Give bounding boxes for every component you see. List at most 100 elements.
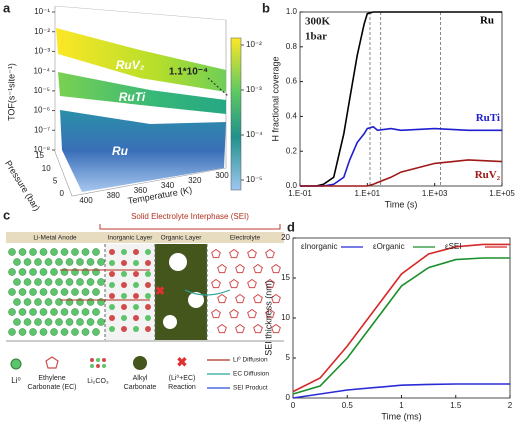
li-atom [81,328,90,336]
y-tick-label: 1.0 [286,7,298,16]
x-tick-label: 340 [161,181,175,190]
li-atom [76,258,84,266]
surface-label: Ru [112,144,129,158]
annotation: 1bar [305,31,327,43]
layer-label: Inorganic Layer [108,235,154,242]
li-atom [34,318,42,326]
x-tick-label: 0 [291,401,296,410]
y-tick-label: 0.8 [286,42,298,51]
li-atom [18,308,27,316]
legend-label: εOrganic [373,242,405,251]
x-tick-label: 400 [79,196,93,205]
li-atom [23,278,32,286]
lattice-atom [133,282,139,288]
x-tick-label: 2 [508,401,513,410]
panel-label: b [262,0,270,15]
legend-label: (Li⁰+EC) [169,374,196,382]
lattice-atom [133,315,139,321]
annotation: 1.1*10⁻⁴ [169,67,208,78]
z-tick-label: 0 [60,189,65,198]
ec-molecule [247,308,257,319]
y-tick-label: 15 [281,273,290,282]
layer-label: Electrolyte [230,235,261,242]
ec-molecule [211,248,221,259]
li-atom [44,278,53,286]
box-edge [54,6,227,197]
ec-molecule [211,278,221,289]
li-atom [18,248,27,256]
box-edge [54,5,227,21]
li-atom [71,328,79,336]
reaction-mark: ✖ [155,284,165,298]
y-axis-label: H fractional coverage [270,56,280,141]
li-atom [8,268,16,276]
lattice-atom [133,249,139,255]
lattice-atom [109,304,115,310]
li-atom [60,268,69,276]
ec-molecule [235,293,245,304]
li-atom [71,308,79,316]
z-tick-label: 10 [42,164,51,173]
legend-label: SEI Product [233,385,268,392]
y-tick-label: 10⁻⁵ [34,86,50,95]
x-tick-label: 360 [134,186,148,195]
li-atom [39,308,48,316]
li-atom [65,258,74,266]
panel-label: c [3,207,10,222]
legend-label: Ethylene [38,375,65,382]
legend-li2co3 [102,364,106,368]
lattice-atom [145,282,151,288]
li-atom [92,308,100,316]
lattice-atom [145,304,151,310]
x-tick-label: 300 [215,171,229,180]
li-atom [29,308,37,316]
li-atom [86,278,95,286]
ec-molecule [253,323,263,334]
legend-li [10,358,22,370]
li-atom [76,298,84,306]
li-atom [76,318,84,326]
li-atom [81,308,90,316]
li-atom [50,268,58,276]
li-atom [44,318,53,326]
y-tick-label: 10⁻⁸ [34,145,51,154]
li-atom [81,288,90,296]
li-atom [39,328,48,336]
lattice-atom [109,315,115,321]
li-atom [50,328,58,336]
li-atom [34,258,42,266]
y-tick-label: 10⁻² [34,27,50,36]
li-atom [86,298,95,306]
x-tick-label: 1.E-01 [288,189,312,198]
li-atom [39,248,48,256]
ec-molecule [229,308,239,319]
li-atom [97,258,105,266]
li-atom [65,278,74,286]
y-tick-label: 10 [281,313,290,322]
y-tick-label: 0.4 [286,112,298,121]
ec-molecule [253,263,263,274]
li-atom [71,268,79,276]
ec-molecule [229,248,239,259]
x-tick-label: 320 [188,176,202,185]
colorbar [230,37,242,191]
li-atom [13,298,21,306]
z-tick-label: 5 [53,176,58,185]
z-tick-label: 15 [35,151,44,160]
lattice-atom [145,315,151,321]
diagram-header: Solid Electrolyte Interphase (SEI) [131,212,249,221]
ec-molecule [271,293,281,304]
lattice-atom [133,304,139,310]
lattice-atom [109,282,115,288]
li-atom [29,328,37,336]
li-atom [81,268,90,276]
ec-molecule [271,323,281,334]
series-label: RuV₂ [475,169,501,181]
ec-molecule [265,278,275,289]
series-line [292,383,510,399]
lattice-atom [109,293,115,299]
li-atom [60,328,69,336]
legend-label: Li⁰ [11,376,20,385]
ec-molecule [217,323,227,334]
li-atom [23,258,32,266]
